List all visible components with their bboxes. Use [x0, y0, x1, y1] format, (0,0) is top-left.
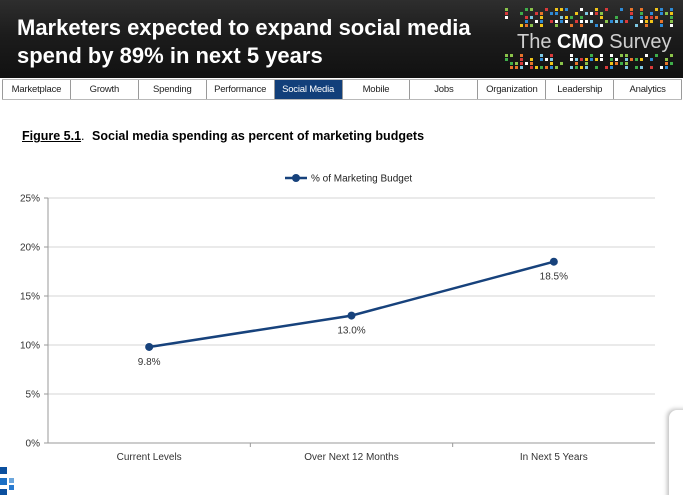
data-point	[549, 257, 558, 266]
logo-pixel-band-bottom	[505, 54, 675, 70]
nav-tab-jobs[interactable]: Jobs	[410, 80, 479, 99]
y-tick-label: 0%	[26, 439, 41, 450]
line-chart: 0% 5% 10% 15% 20% 25% Current Levels Over Next …	[20, 174, 655, 463]
nav-tab-spending[interactable]: Spending	[139, 80, 207, 99]
nav-tab-performance[interactable]: Performance	[207, 80, 275, 99]
nav-tab-leadership[interactable]: Leadership	[546, 80, 615, 99]
logo-text-bold: CMO	[557, 31, 604, 53]
y-tick-label: 20%	[20, 243, 40, 254]
header-banner: Marketers expected to expand social medi…	[0, 0, 683, 78]
nav-tab-social-media[interactable]: Social Media	[274, 80, 343, 99]
y-tick-label: 10%	[20, 341, 40, 352]
logo-text-suffix: Survey	[609, 31, 672, 53]
figure-caption: Figure 5.1. Social media spending as per…	[22, 129, 425, 143]
data-point	[145, 342, 154, 351]
nav-tab-organization[interactable]: Organization	[478, 80, 547, 99]
legend-marker	[292, 174, 300, 182]
corner-squares-icon	[0, 467, 14, 495]
logo-text-prefix: The	[517, 31, 552, 53]
data-point	[347, 311, 356, 320]
page-corner-card	[669, 410, 683, 495]
logo-pixel-band-top	[505, 8, 675, 28]
logo-text: The CMO Survey	[517, 31, 672, 54]
legend-label: % of Marketing Budget	[311, 174, 412, 185]
section-nav: Marketplace Growth Spending Performance Soci…	[2, 79, 683, 100]
y-tick-label: 15%	[20, 292, 40, 303]
corner-logo-mark	[0, 467, 20, 495]
x-tick-label: Current Levels	[117, 452, 182, 463]
x-tick-label: Over Next 12 Months	[304, 452, 398, 463]
data-label: 18.5%	[540, 272, 568, 283]
data-label: 9.8%	[138, 357, 161, 368]
y-tick-label: 25%	[20, 194, 40, 205]
nav-tab-analytics[interactable]: Analytics	[614, 80, 683, 99]
y-tick-label: 5%	[26, 390, 41, 401]
nav-tab-marketplace[interactable]: Marketplace	[2, 80, 71, 99]
nav-tab-growth[interactable]: Growth	[71, 80, 139, 99]
figure-title: Social media spending as percent of mark…	[92, 129, 425, 143]
nav-tab-mobile[interactable]: Mobile	[343, 80, 411, 99]
figure-number: Figure 5.1	[22, 129, 82, 143]
cmo-survey-logo: The CMO Survey	[505, 6, 675, 72]
x-tick-label: In Next 5 Years	[520, 452, 588, 463]
page-title: Marketers expected to expand social medi…	[17, 15, 471, 68]
data-label: 13.0%	[337, 326, 365, 337]
